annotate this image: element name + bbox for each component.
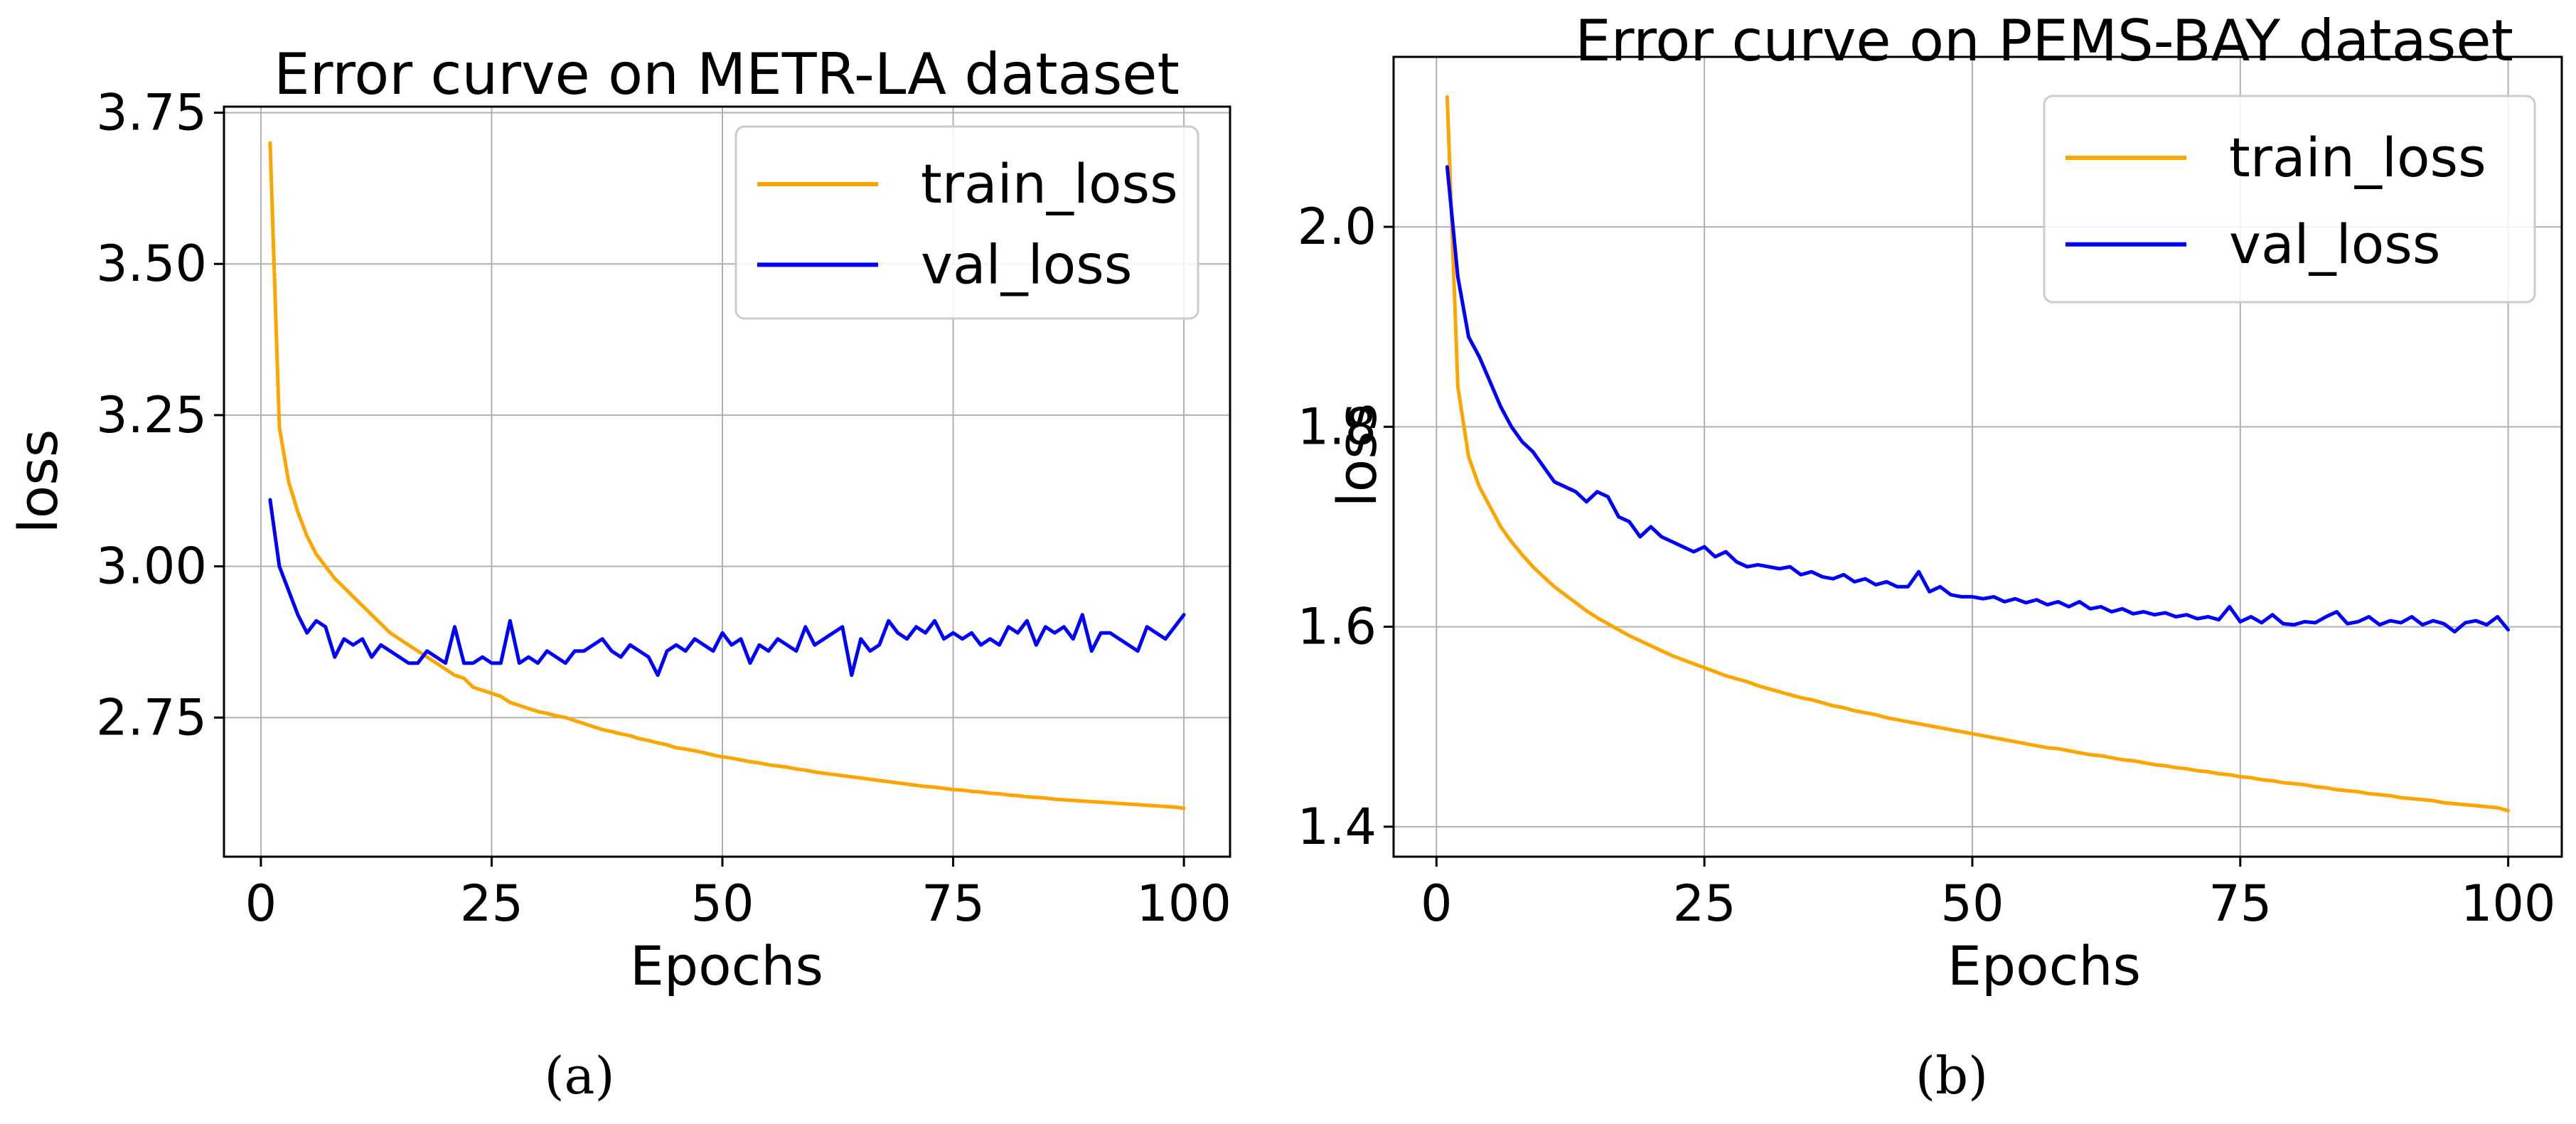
y-tick-label: 2.75 bbox=[96, 688, 207, 746]
x-tick-label: 0 bbox=[1421, 874, 1453, 933]
chart-pems-bay: 0 25 50 75 100 1.4 1.6 1.8 2.0 Error curve on PEM… bbox=[1298, 8, 2563, 997]
x-axis-label: Epochs bbox=[630, 934, 823, 997]
chart-title: Error curve on PEMS-BAY dataset bbox=[1575, 8, 2513, 74]
chart-title: Error curve on METR-LA dataset bbox=[274, 41, 1180, 107]
plot-frame bbox=[223, 105, 1231, 858]
chart-metr-la: 0 25 50 75 100 2.75 3.00 3.25 3.50 3.75 Error curv… bbox=[6, 41, 1231, 997]
x-axis-label: Epochs bbox=[1947, 934, 2141, 997]
y-axis-label: loss bbox=[1325, 403, 1389, 508]
series-line-train-loss bbox=[1445, 95, 2511, 813]
legend-box bbox=[734, 125, 1199, 320]
y-tick-label: 1.4 bbox=[1298, 798, 1377, 856]
y-tick-label: 2.0 bbox=[1298, 198, 1377, 256]
y-tick-label: 1.8 bbox=[1298, 397, 1377, 456]
legend-label-train-loss: train_loss bbox=[2229, 126, 2486, 189]
series-line-val-loss bbox=[1445, 165, 2511, 634]
x-tick-label: 75 bbox=[2208, 874, 2272, 933]
y-axis-label: loss bbox=[6, 429, 70, 534]
legend-label-val-loss: val_loss bbox=[921, 232, 1132, 296]
x-tick-label: 0 bbox=[245, 874, 277, 933]
series-line-train-loss bbox=[268, 141, 1186, 810]
y-tick-label: 1.6 bbox=[1298, 598, 1377, 656]
x-tick-label: 100 bbox=[2461, 874, 2556, 933]
caption-b: (b) bbox=[1915, 1046, 1988, 1106]
legend: train_loss val_loss bbox=[2043, 95, 2536, 304]
legend: train_loss val_loss bbox=[734, 125, 1199, 320]
y-tick-label: 3.00 bbox=[96, 537, 207, 596]
y-tick-label: 3.50 bbox=[96, 235, 207, 293]
x-tick-label: 25 bbox=[1673, 874, 1736, 933]
y-tick-label: 3.75 bbox=[96, 84, 207, 142]
x-tick-label: 50 bbox=[1940, 874, 2004, 933]
x-tick-label: 25 bbox=[460, 874, 523, 933]
legend-box bbox=[2043, 95, 2536, 304]
caption-a: (a) bbox=[544, 1046, 614, 1106]
y-tick-label: 3.25 bbox=[96, 386, 207, 444]
x-tick-label: 50 bbox=[690, 874, 754, 933]
x-tick-label: 75 bbox=[921, 874, 985, 933]
series-line-val-loss bbox=[268, 498, 1186, 678]
legend-label-train-loss: train_loss bbox=[921, 152, 1178, 215]
plot-frame bbox=[1392, 55, 2563, 858]
x-tick-label: 100 bbox=[1136, 874, 1231, 933]
legend-label-val-loss: val_loss bbox=[2229, 213, 2440, 276]
